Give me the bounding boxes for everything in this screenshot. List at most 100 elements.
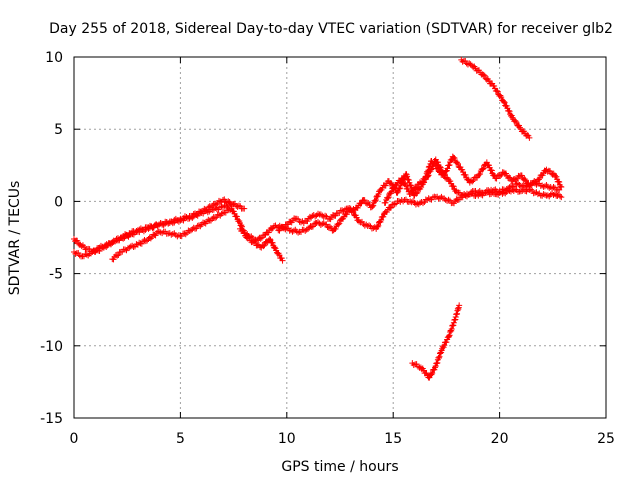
data-point — [408, 199, 415, 206]
data-point — [372, 198, 379, 205]
data-point — [405, 186, 412, 193]
data-point — [91, 248, 98, 255]
data-point — [480, 71, 487, 78]
data-point — [148, 223, 155, 230]
data-point — [479, 166, 486, 173]
data-point — [257, 235, 264, 242]
data-point — [449, 322, 456, 329]
data-point — [521, 128, 528, 135]
data-point — [550, 184, 557, 191]
data-point — [192, 211, 199, 218]
x-tick-label: 25 — [597, 431, 615, 447]
data-point — [295, 229, 302, 236]
data-point — [450, 319, 457, 326]
data-point — [246, 234, 253, 241]
data-point — [450, 183, 457, 190]
data-point — [188, 214, 195, 221]
data-point — [133, 241, 140, 248]
y-tick-label: -5 — [49, 267, 63, 283]
data-point — [535, 176, 542, 183]
x-tick-label: 0 — [70, 431, 79, 447]
data-point — [493, 175, 500, 182]
data-point — [491, 83, 498, 89]
series-track-h — [409, 302, 463, 381]
data-point — [385, 194, 392, 201]
data-point — [396, 185, 403, 192]
data-point — [72, 250, 79, 257]
data-point — [446, 333, 453, 340]
data-point — [114, 252, 121, 259]
data-point — [341, 206, 348, 213]
data-point — [428, 166, 435, 173]
data-point — [412, 185, 419, 192]
data-point — [265, 229, 272, 236]
data-point — [295, 216, 302, 223]
data-point — [315, 210, 322, 217]
data-point — [481, 72, 488, 79]
data-point — [413, 184, 420, 191]
data-point — [312, 213, 319, 220]
data-point — [557, 193, 564, 200]
data-point — [388, 188, 395, 195]
data-point — [451, 155, 458, 162]
y-tick-label: -15 — [40, 411, 63, 427]
data-point — [437, 163, 444, 170]
data-point — [400, 177, 407, 184]
data-point — [78, 243, 85, 250]
data-point — [344, 205, 351, 212]
data-point — [450, 322, 457, 329]
data-point — [326, 223, 333, 230]
data-point — [441, 172, 448, 179]
data-point — [556, 178, 563, 185]
data-point — [432, 364, 439, 371]
data-point — [399, 175, 406, 182]
data-point — [490, 171, 497, 178]
data-point — [419, 200, 426, 207]
grid-lines — [74, 57, 606, 418]
data-point — [424, 173, 431, 179]
data-point — [454, 160, 461, 167]
data-point — [375, 191, 382, 198]
data-point — [536, 175, 543, 182]
data-point — [437, 164, 444, 171]
data-point — [323, 221, 330, 228]
data-point — [442, 168, 449, 175]
data-point — [196, 222, 203, 229]
data-point — [540, 191, 547, 198]
data-point — [445, 196, 452, 203]
data-point — [497, 172, 504, 179]
data-point — [436, 353, 443, 360]
data-point — [558, 183, 565, 190]
data-point — [102, 242, 109, 249]
x-axis-label: GPS time / hours — [281, 459, 398, 475]
data-point — [241, 205, 248, 212]
data-point — [469, 178, 476, 185]
data-point — [378, 217, 385, 224]
data-point — [509, 184, 516, 190]
data-point — [477, 170, 484, 177]
data-point — [534, 191, 541, 198]
data-point — [124, 233, 131, 240]
data-point — [468, 189, 475, 196]
y-tick-label: 10 — [45, 50, 63, 66]
data-point — [397, 185, 404, 192]
data-point — [320, 220, 327, 227]
data-point — [190, 224, 197, 231]
data-point — [315, 219, 322, 226]
x-tick-label: 20 — [491, 431, 509, 447]
data-point — [205, 216, 212, 223]
data-point — [107, 241, 114, 248]
data-point — [374, 223, 381, 230]
data-point — [370, 225, 377, 232]
data-point — [522, 177, 529, 184]
data-point — [110, 256, 117, 263]
data-point — [495, 189, 502, 196]
data-point — [261, 242, 268, 249]
data-point — [410, 362, 417, 369]
data-point — [434, 359, 441, 366]
data-point — [513, 118, 520, 125]
data-point — [395, 188, 402, 195]
data-point — [427, 371, 434, 378]
data-point — [304, 218, 311, 225]
data-point — [382, 182, 389, 189]
